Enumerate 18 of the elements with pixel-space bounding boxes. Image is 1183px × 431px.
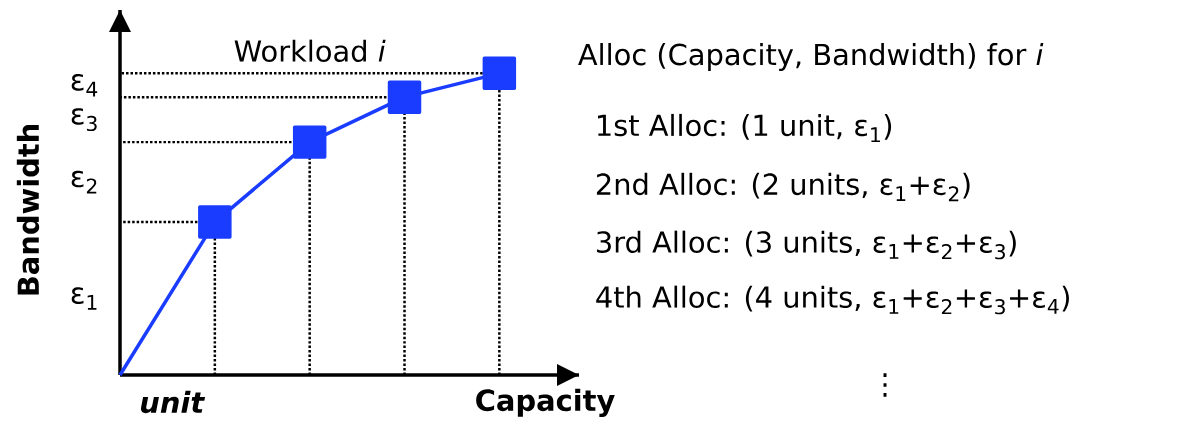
text: ε$_{3}$ <box>71 108 97 132</box>
chart-title: Workload i <box>234 39 386 62</box>
x-axis-title: Capacity <box>476 388 615 418</box>
text: ε$_{2}$ <box>71 170 97 194</box>
text: 1st Alloc: (1 unit, ε$_{1}$) <box>598 113 892 143</box>
point <box>198 205 232 239</box>
text: unit <box>141 390 206 414</box>
text: ε$_{1}$ <box>71 287 97 310</box>
text: Alloc (Capacity, Bandwidth) for i <box>578 43 1044 71</box>
text: ε$_{4}$ <box>71 74 98 97</box>
text: 3rd Alloc: (3 units, ε$_{1}$+ε$_{2}$+ε$_{3}$) <box>597 230 1016 260</box>
text: 4th Alloc: (4 units, ε$_{1}$+ε$_{2}$+ε$_{3}$+ε$_{4}$) <box>596 285 1069 315</box>
point <box>292 125 327 159</box>
text: 2nd Alloc: (2 units, ε$_{1}$+ε$_{2}$) <box>596 172 970 202</box>
text: ⋮ <box>883 373 887 397</box>
point <box>482 56 517 91</box>
point <box>387 80 422 114</box>
y-axis-title: Bandwidth <box>16 125 40 295</box>
